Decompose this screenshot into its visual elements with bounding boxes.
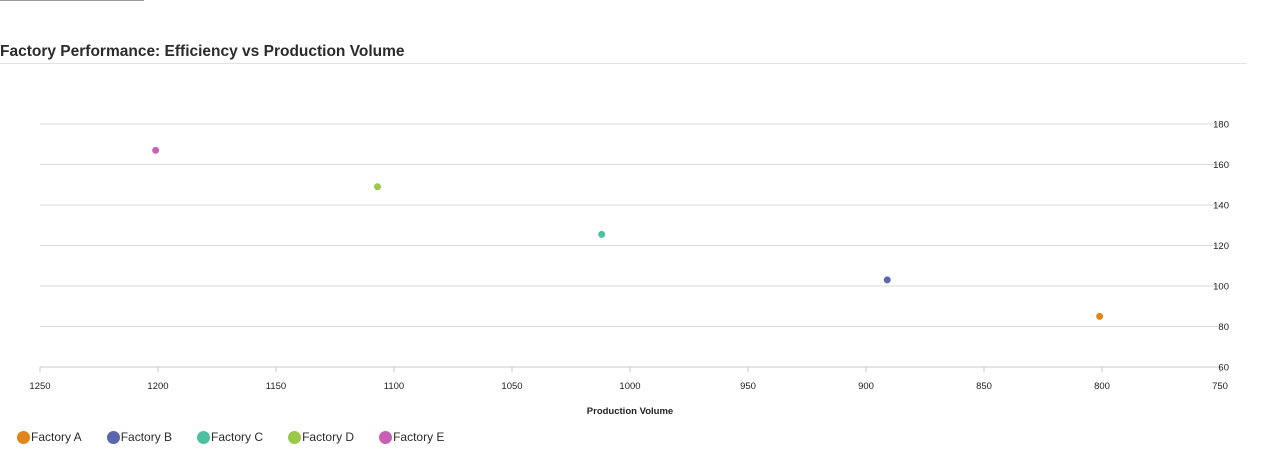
legend-item-factory-c[interactable]: Factory C [197, 430, 263, 444]
y-axis: 60 80 100 120 140 160 180 [1213, 120, 1229, 374]
y-tick-label: 180 [1213, 120, 1229, 131]
y-tick-label: 160 [1213, 160, 1229, 171]
legend-swatch [17, 430, 30, 444]
y-tick-label: 120 [1213, 241, 1229, 252]
x-tick-label: 850 [976, 381, 992, 392]
x-tick-label: 1150 [266, 381, 286, 392]
x-axis: 1250 1200 1150 1100 1050 1000 950 900 850 800 750 [29, 366, 1228, 392]
data-point-factory-d[interactable] [373, 183, 381, 191]
legend-item-factory-d[interactable]: Factory D [288, 430, 354, 444]
title-divider [0, 63, 1247, 64]
x-tick-label: 1200 [147, 381, 168, 392]
x-axis-title: Production Volume [587, 406, 673, 417]
top-rule [0, 0, 144, 1]
legend-swatch [379, 430, 393, 444]
data-points [152, 146, 1104, 320]
legend-item-factory-e[interactable]: Factory E [379, 430, 444, 444]
legend-swatch [288, 430, 302, 444]
x-tick-label: 1250 [29, 381, 50, 392]
y-tick-label: 140 [1213, 201, 1229, 212]
x-tick-label: 1050 [501, 381, 522, 392]
data-point-factory-a[interactable] [1096, 312, 1104, 320]
x-tick-label: 750 [1212, 381, 1228, 392]
y-tick-label: 100 [1213, 282, 1229, 293]
x-tick-label: 1000 [619, 381, 640, 392]
legend-label: Factory E [393, 430, 445, 444]
legend-label: Factory A [31, 430, 82, 444]
x-tick-label: 1100 [384, 381, 404, 392]
legend-item-factory-b[interactable]: Factory B [106, 430, 173, 444]
x-tick-label: 950 [740, 381, 756, 392]
data-point-factory-e[interactable] [152, 146, 160, 154]
legend-swatch [106, 430, 120, 444]
data-point-factory-c[interactable] [598, 230, 606, 238]
y-tick-label: 60 [1218, 363, 1229, 374]
y-tick-label: 80 [1218, 322, 1229, 333]
x-tick-label: 900 [858, 381, 874, 392]
gridlines [40, 123, 1220, 327]
data-point-factory-b[interactable] [883, 276, 891, 284]
legend-item-factory-a[interactable]: Factory A [17, 430, 82, 444]
legend-label: Factory D [302, 430, 355, 444]
legend-label: Factory B [120, 430, 173, 444]
legend-swatch [197, 430, 211, 444]
chart-title: Factory Performance: Efficiency vs Produ… [0, 43, 405, 60]
legend: Factory A Factory B Factory C Factory D Fact… [17, 430, 469, 444]
x-tick-label: 800 [1094, 381, 1110, 392]
legend-label: Factory C [211, 430, 264, 444]
